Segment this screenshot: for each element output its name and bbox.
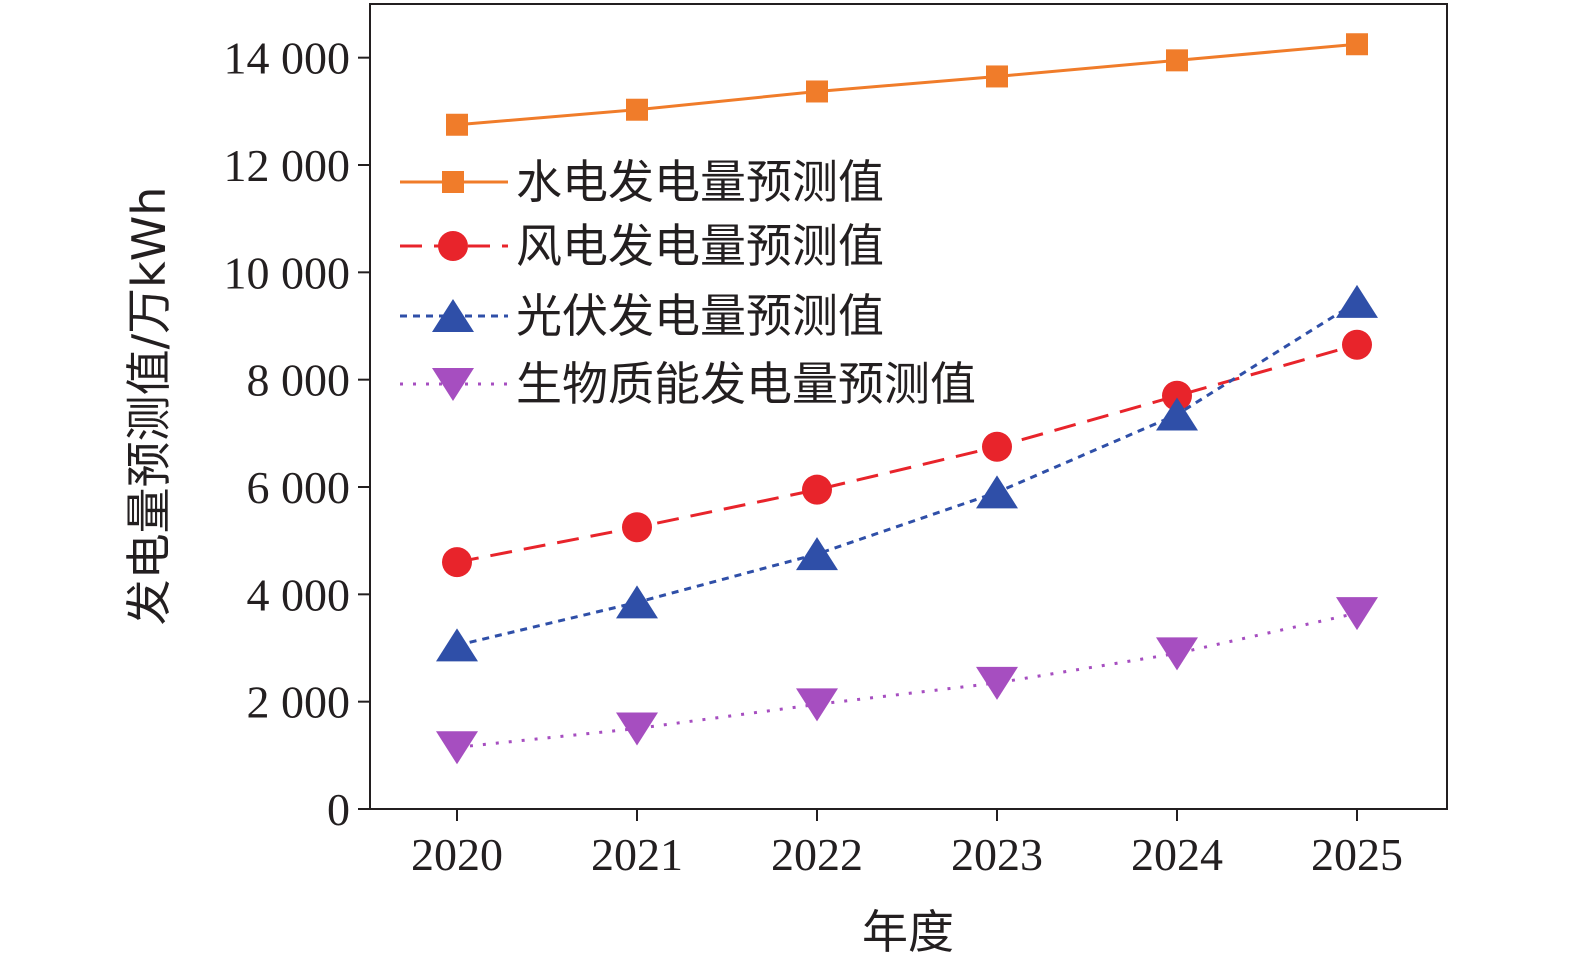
y-tick-label: 12 000: [224, 140, 351, 191]
series-triangle-down: [436, 597, 1378, 765]
legend-item: 生物质能发电量预测值: [400, 357, 976, 411]
triangle-down-marker: [1156, 637, 1198, 671]
x-axis-title: 年度: [862, 905, 954, 959]
triangle-up-marker: [432, 299, 474, 332]
y-tick-label: 14 000: [224, 33, 351, 84]
series-square: [446, 33, 1368, 136]
y-tick-label: 0: [327, 784, 350, 835]
square-marker: [1346, 33, 1368, 56]
series-line: [456, 611, 1358, 749]
triangle-up-marker: [1336, 284, 1378, 318]
circle-marker: [622, 512, 652, 543]
y-axis-title: 发电量预测值/万kWh: [122, 187, 176, 626]
triangle-up-marker: [436, 628, 478, 662]
triangle-down-marker: [432, 368, 474, 401]
circle-marker: [802, 474, 832, 505]
legend-item: 风电发电量预测值: [400, 219, 884, 273]
legend-label: 水电发电量预测值: [516, 155, 884, 209]
circle-marker: [442, 547, 472, 578]
square-marker: [442, 171, 464, 193]
series-line: [456, 42, 1358, 127]
circle-marker: [438, 231, 468, 261]
triangle-down-marker: [616, 712, 658, 746]
x-tick-label: 2022: [771, 829, 863, 880]
x-tick-label: 2025: [1311, 829, 1403, 880]
x-tick-label: 2023: [951, 829, 1043, 880]
x-tick-label: 2020: [411, 829, 503, 880]
series-line: [456, 343, 1358, 564]
x-axis: 2020 2021 2022 2023 2024 2025: [411, 809, 1403, 880]
triangle-down-marker: [436, 731, 478, 765]
square-marker: [986, 65, 1008, 88]
legend-item: 水电发电量预测值: [400, 155, 884, 209]
legend-label: 生物质能发电量预测值: [516, 357, 976, 411]
series-layer: [436, 33, 1378, 765]
circle-marker: [1162, 380, 1192, 411]
y-tick-label: 8 000: [247, 355, 351, 406]
triangle-up-marker: [1156, 397, 1198, 431]
series-circle: [442, 329, 1372, 578]
triangle-up-marker: [616, 585, 658, 619]
y-tick-label: 2 000: [247, 677, 351, 728]
triangle-down-marker: [976, 666, 1018, 700]
series-line: [456, 300, 1358, 647]
legend-item: 光伏发电量预测值: [400, 289, 884, 343]
legend-label: 光伏发电量预测值: [516, 289, 884, 343]
x-tick-label: 2024: [1131, 829, 1223, 880]
square-marker: [446, 113, 468, 136]
triangle-down-marker: [1336, 597, 1378, 631]
y-tick-label: 10 000: [224, 247, 351, 298]
square-marker: [806, 80, 828, 103]
y-axis: 0 2 000 4 000 6 000 8 000 10 000 12 000 14 000: [224, 33, 370, 835]
legend-label: 风电发电量预测值: [516, 219, 884, 273]
square-marker: [1166, 49, 1188, 72]
y-tick-label: 6 000: [247, 462, 351, 513]
circle-marker: [982, 431, 1012, 462]
x-tick-label: 2021: [591, 829, 683, 880]
square-marker: [626, 98, 648, 121]
circle-marker: [1342, 329, 1372, 360]
plot-area-frame: [369, 3, 1448, 810]
series-triangle-up: [436, 284, 1378, 662]
triangle-down-marker: [796, 688, 838, 722]
y-tick-label: 4 000: [247, 569, 351, 620]
triangle-up-marker: [796, 537, 838, 571]
triangle-up-marker: [976, 475, 1018, 509]
